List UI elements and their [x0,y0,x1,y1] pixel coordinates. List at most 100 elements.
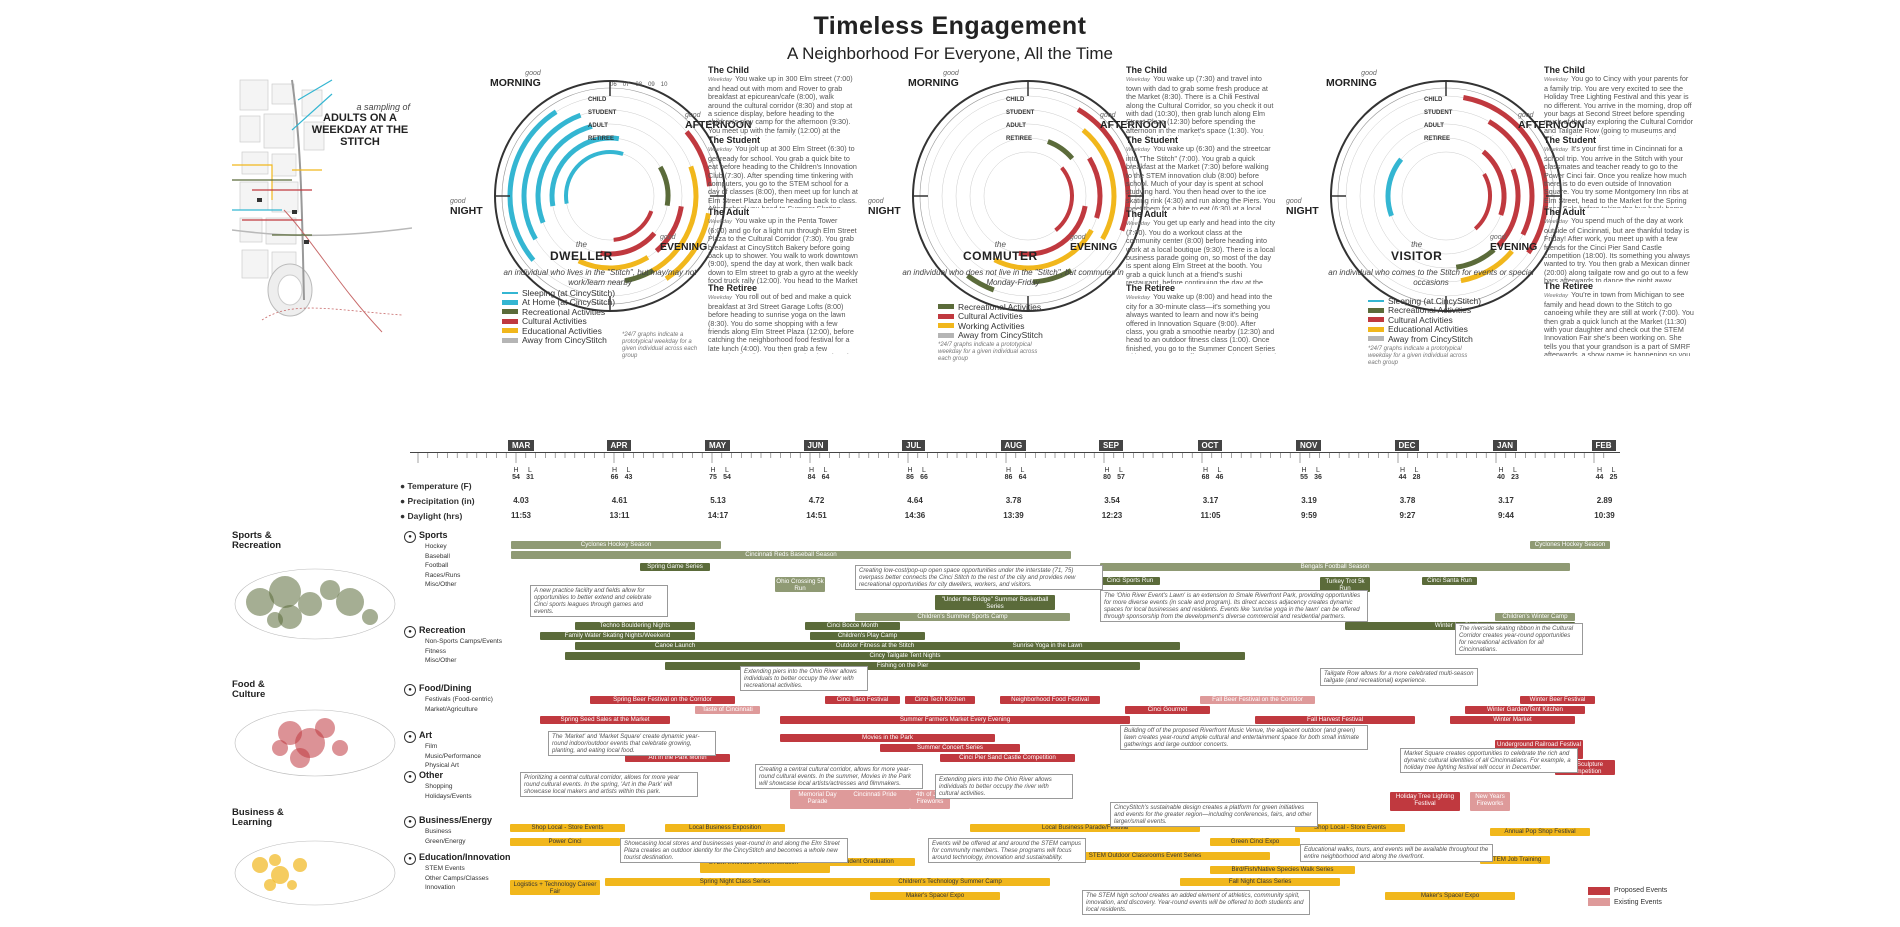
event-bar[interactable]: Bird/Fish/Native Species Walk Series [1210,866,1355,874]
persona-name: DWELLER [550,249,613,263]
event-bar[interactable]: Techno Bouldering Nights [575,622,695,630]
story-student: The Student Weekday You wake up (6:30) and… [1126,136,1276,210]
event-bar[interactable]: Canoe Launch [575,642,775,650]
event-bar[interactable]: Outdoor Fitness at the Stitch [700,642,1050,650]
event-bar[interactable]: Cinci Tech Kitchen [905,696,975,704]
legend-swatch [938,313,954,319]
event-bar[interactable]: Ohio Crossing 5k Run [775,577,825,592]
tod-afternoon: good AFTERNOON [1100,112,1167,131]
event-bar[interactable]: STEM Outdoor Classrooms Event Series [1020,852,1270,860]
event-bar[interactable]: Children's Technology Summer Camp [850,878,1050,886]
sports-cluster-graphic [234,568,396,640]
event-bar[interactable]: Holiday Tree Lighting Festival [1390,792,1460,811]
month-badge: DEC [1394,440,1420,451]
event-bar[interactable]: Children's Summer Sports Camp [855,613,1070,621]
story-student: The Student Weekday You jolt up at 300 Elm… [708,136,858,208]
legend-label: Cultural Activities [1388,314,1453,325]
subcategory-label: Innovation [425,884,455,892]
event-bar[interactable]: Children's Play Camp [810,632,925,640]
tod-good: good [1286,198,1302,205]
event-bar[interactable]: "Under the Bridge" Summer Basketball Ser… [935,595,1055,610]
event-bar[interactable]: Cinci Santa Run [1422,577,1477,585]
event-bar[interactable]: Fall Harvest Festival [1255,716,1415,724]
event-bar[interactable]: Maker's Space/ Expo [1385,892,1515,900]
event-bar[interactable]: Maker's Space/ Expo [870,892,1000,900]
category-label: ● Food/Dining [404,683,471,696]
event-bar[interactable]: Family Water Skating Nights/Weekend [540,632,695,640]
event-bar[interactable]: Winter Beer Festival [1520,696,1595,704]
daylight-value: 10:39 [1594,511,1615,520]
event-bar[interactable]: Local Business Exposition [665,824,785,832]
event-bar[interactable]: Cinci Taco Festival [825,696,900,704]
event-bar[interactable]: Art in the Park Month [625,754,730,762]
legend-item: Proposed Events [1588,886,1667,896]
event-bar[interactable]: Local Business Parade/Festival [970,824,1200,832]
event-bar[interactable]: Spring Night Class Series [605,878,865,886]
event-bar[interactable]: New Years Fireworks [1470,792,1510,811]
legend-item: Sleeping (at CincyStitch) [502,288,615,298]
event-bar[interactable]: Power Cinci [510,838,620,846]
event-bar[interactable]: Winter Garden/Tent Kitchen [1465,706,1585,714]
event-bar[interactable]: Annual Pop Shop Festival [1490,828,1590,836]
event-bar[interactable]: Cinci Bocce Month [805,622,900,630]
tod-afternoon: good AFTERNOON [1518,112,1585,131]
event-bar[interactable]: Shop Local - Store Events [1295,824,1405,832]
event-bar[interactable]: Children's Winter Camp [1495,613,1575,621]
event-bar[interactable]: Turkey Trot 5k Run [1320,577,1370,592]
dweller-clock-hours: 06 07 08 09 10 [610,82,667,88]
event-bar[interactable]: Taste of Cincinnati [695,706,760,714]
event-bar[interactable]: Bengals Football Season [1100,563,1570,571]
event-bar[interactable]: Spring Seed Sales at the Market [540,716,670,724]
food-cluster-graphic [234,709,396,777]
event-bar[interactable]: Cinci Gourmet [1125,706,1210,714]
section-title-business: Business & Learning [232,807,284,828]
ring-label-child: CHILD [1424,97,1443,103]
event-bar[interactable]: Cinci Pier Sand Castle Competition [940,754,1075,762]
hour-label: 07 [622,82,630,88]
story-student: The Student Weekday It's your first time i… [1544,136,1689,208]
event-bar[interactable]: Cyclones Hockey Season [511,541,721,549]
event-bar[interactable]: Fall Night Class Series [1180,878,1340,886]
legend-label: Away from CincyStitch [1388,333,1473,344]
event-bar[interactable]: Cinci Sports Run [1100,577,1160,585]
persona-the: the [994,240,1006,249]
event-bar[interactable]: STEM Student Graduation [800,858,915,866]
event-bar[interactable]: Fall Beer Festival on the Corridor [1200,696,1315,704]
legend-swatch [1588,886,1610,895]
event-bar[interactable]: Fishing on the Pier [665,662,1140,670]
event-bar[interactable]: Memorial Day Parade [790,790,845,809]
event-bar[interactable]: Movies in the Park [780,734,995,742]
event-bar[interactable]: Cincinnati Pride [840,790,910,809]
event-bar[interactable]: Spring Game Series [640,563,710,571]
event-bar[interactable]: STEM Job Training [1480,856,1550,864]
event-bar[interactable]: Spring Beer Festival on the Corridor [590,696,735,704]
legend-swatch [1368,326,1384,332]
month-badge: JUN [803,440,828,451]
subcategory-label: STEM Events [425,865,465,872]
ring-label-adult: ADULT [1424,123,1444,129]
event-bar[interactable]: Cincinnati Reds Baseball Season [511,551,1071,559]
legend-swatch [502,337,518,343]
legend-label: Recreational Activities [1388,305,1472,316]
temp-high-low: H 84L 64 [807,467,830,481]
legend-label: Recreational Activities [958,301,1042,312]
event-bar[interactable]: Green Cinci Expo [1210,838,1300,846]
legend-item: At Home (at CincyStitch) [502,297,615,307]
event-bar[interactable]: Cincy Tailgate Tent Nights [565,652,1245,660]
event-bar[interactable]: Sunrise Yoga in the Lawn [915,642,1180,650]
event-bar[interactable]: Winter Market [1450,716,1575,724]
event-bar[interactable]: Summer Farmers Market Every Evening [780,716,1130,724]
temp-high-low: H 55L 36 [1300,467,1322,481]
neighborhood-map [231,70,413,340]
event-bar[interactable]: Logistics + Technology Career Fair [510,880,600,895]
event-bar[interactable]: Neighborhood Food Festival [1000,696,1100,704]
event-bar[interactable]: Cyclones Hockey Season [1530,541,1610,549]
tod-evening: good EVENING [1070,234,1117,253]
tod-night-label: NIGHT [450,205,483,217]
site-map-graphic [231,70,413,340]
persona-desc: an individual who does not live in the "… [902,268,1124,287]
event-bar[interactable]: Shop Local - Store Events [510,824,625,832]
event-bar[interactable]: Summer Concert Series [880,744,1020,752]
event-callout: Tailgate Row allows for a more celebrate… [1320,668,1478,686]
tod-night: good NIGHT [1286,198,1319,217]
